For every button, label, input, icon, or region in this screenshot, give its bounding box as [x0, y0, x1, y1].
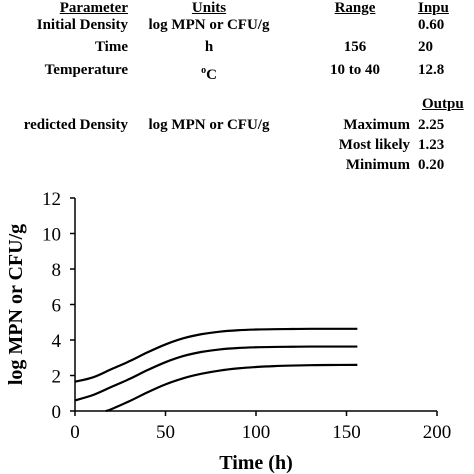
x-tick-label: 50	[156, 422, 175, 443]
output-most-likely-label: Most likely	[338, 137, 410, 153]
row-temperature-units: °CoC	[201, 65, 217, 83]
output-maximum-label: Maximum	[343, 117, 410, 133]
row-initial-density-input[interactable]: 0.60	[418, 17, 445, 33]
output-predicted-density-label: redicted Density	[23, 117, 128, 133]
y-tick-label: 12	[42, 189, 61, 210]
x-tick-label: 150	[332, 422, 361, 443]
x-tick-150: 150	[332, 411, 361, 443]
row-temperature-input[interactable]: 12.8	[418, 62, 445, 78]
x-tick-100: 100	[242, 411, 271, 443]
x-tick-label: 100	[242, 422, 271, 443]
row-temperature-label: Temperature	[44, 62, 128, 78]
y-tick-label: 10	[42, 225, 61, 246]
plot-area	[74, 327, 358, 413]
output-maximum-value: 2.25	[418, 117, 445, 133]
upper-bound-curve	[74, 327, 358, 383]
output-predicted-density-units: log MPN or CFU/g	[148, 117, 270, 133]
row-initial-density-units: log MPN or CFU/g	[148, 17, 270, 33]
output-most-likely-value: 1.23	[418, 137, 445, 153]
y-tick-label: 6	[52, 296, 62, 317]
y-tick-6: 6	[52, 296, 75, 317]
row-initial-density-label: Initial Density	[36, 17, 128, 33]
y-tick-0: 0	[52, 402, 75, 423]
growth-curve-chart: 0 50 100 150 200 0 2 4 6 8 10 12 Time (h) log MPN …	[5, 189, 451, 474]
row-time-range: 156	[343, 39, 367, 55]
x-tick-label: 0	[70, 422, 80, 443]
row-temperature-range: 10 to 40	[330, 62, 380, 78]
y-tick-10: 10	[42, 225, 75, 246]
most-likely-curve	[74, 345, 358, 402]
row-time-input[interactable]: 20	[418, 39, 433, 55]
y-axis-ticks: 0 2 4 6 8 10 12	[42, 189, 75, 423]
x-tick-50: 50	[156, 411, 175, 443]
output-minimum-value: 0.20	[418, 157, 445, 173]
y-tick-2: 2	[52, 367, 75, 388]
y-tick-label: 4	[52, 331, 62, 352]
x-tick-0: 0	[70, 411, 80, 443]
x-axis-ticks: 0 50 100 150 200	[70, 411, 451, 443]
y-axis-label: log MPN or CFU/g	[5, 224, 27, 385]
y-tick-4: 4	[52, 331, 75, 352]
header-input: Inpu	[418, 0, 449, 16]
y-tick-label: 2	[52, 367, 62, 388]
lower-bound-curve	[105, 363, 358, 413]
x-axis-label: Time (h)	[219, 452, 293, 474]
x-tick-200: 200	[423, 411, 452, 443]
header-range: Range	[334, 0, 376, 16]
y-tick-12: 12	[42, 189, 75, 210]
output-minimum-label: Minimum	[345, 157, 410, 173]
row-time-units: h	[204, 39, 214, 55]
header-parameter: Parameter	[59, 0, 128, 16]
y-tick-label: 0	[52, 402, 62, 423]
x-tick-label: 200	[423, 422, 452, 443]
y-tick-8: 8	[52, 260, 75, 281]
header-units: Units	[191, 0, 227, 16]
y-tick-label: 8	[52, 260, 62, 281]
header-output: Outpu	[422, 96, 464, 112]
row-time-label: Time	[94, 39, 128, 55]
